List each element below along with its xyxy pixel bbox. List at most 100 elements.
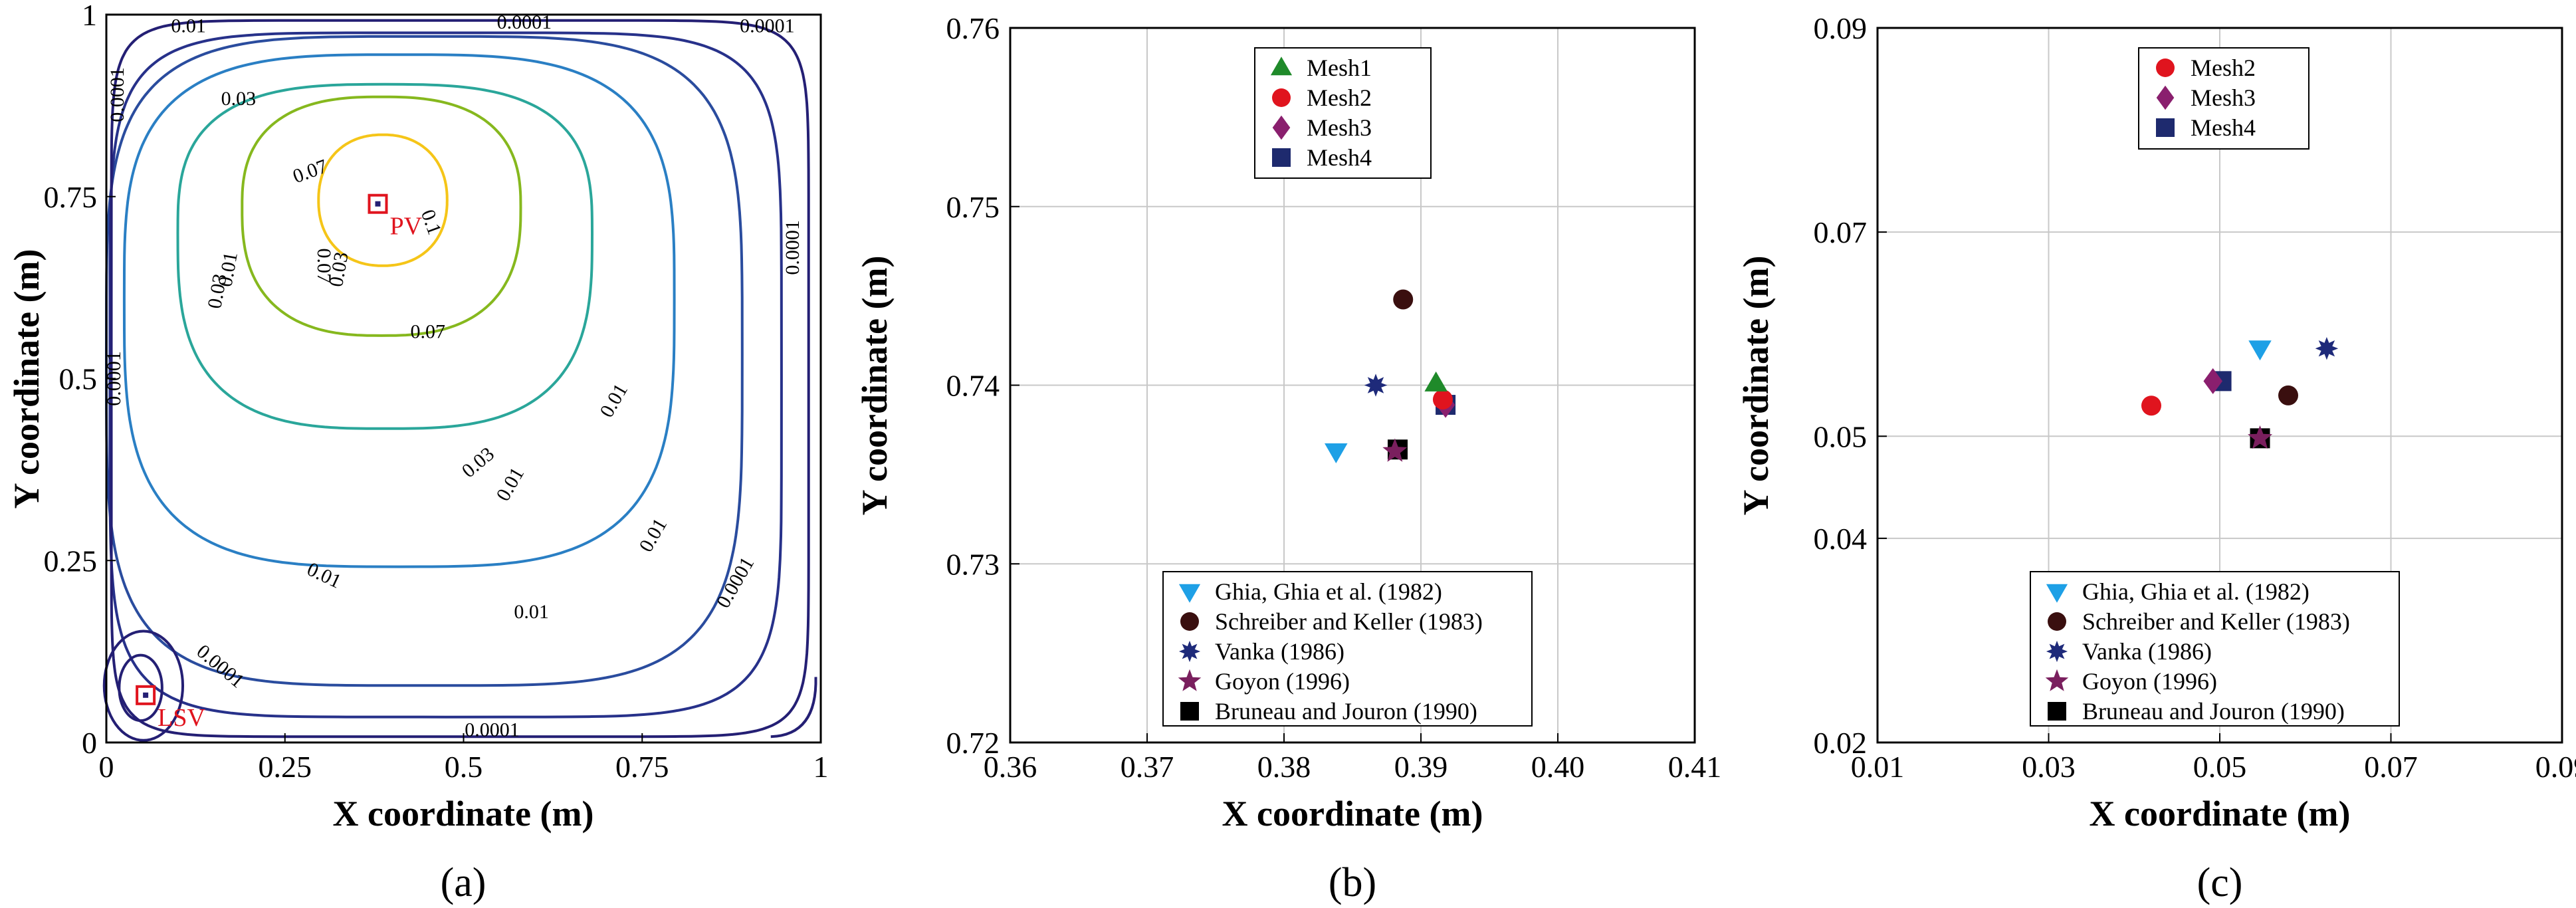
y-tick-label: 0.73 bbox=[946, 547, 1000, 581]
legend-box bbox=[2030, 571, 2400, 727]
legend-entry: Ghia, Ghia et al. (1982) bbox=[2082, 578, 2309, 605]
legend-entry: Vanka (1986) bbox=[1215, 638, 1344, 665]
x-axis-label: X coordinate (m) bbox=[333, 794, 594, 834]
legend-marker bbox=[1180, 612, 1199, 631]
data-point-schreiber-and-keller-1983 bbox=[1393, 289, 1414, 310]
contour-line bbox=[317, 133, 449, 267]
contour-lines bbox=[102, 19, 817, 742]
y-tick-label: 0.02 bbox=[1814, 726, 1868, 760]
contour-label: 0.01 bbox=[171, 15, 206, 37]
contour-label: 0.0001 bbox=[740, 15, 795, 37]
panel-caption-c: (c) bbox=[2197, 860, 2243, 905]
x-axis-label: X coordinate (m) bbox=[1222, 794, 1483, 834]
secondary-vortex-contour bbox=[102, 629, 185, 742]
contour-label: 0.01 bbox=[514, 601, 549, 623]
vortex-marker-centre bbox=[375, 201, 381, 207]
plot-frame bbox=[105, 13, 822, 744]
legend-marker bbox=[2046, 640, 2068, 663]
vortex-markers: PV LSV bbox=[136, 193, 423, 732]
plot-frame bbox=[1009, 27, 1696, 744]
contour-label: 0.01 bbox=[635, 514, 671, 556]
secondary-vortex-contour bbox=[118, 653, 163, 723]
contour-label: 0.0001 bbox=[782, 220, 804, 275]
legend-marker bbox=[2156, 118, 2175, 137]
legend-marker bbox=[2046, 584, 2068, 603]
legend-entry: Mesh3 bbox=[1307, 114, 1372, 141]
x-tick-label: 0.05 bbox=[2193, 750, 2247, 784]
legend-entry: Mesh3 bbox=[2191, 84, 2256, 111]
x-axis-label: X coordinate (m) bbox=[2090, 794, 2351, 834]
legend-entry: Schreiber and Keller (1983) bbox=[2082, 608, 2350, 635]
legend-meshes: Mesh1 Mesh2 Mesh3 Mesh4 bbox=[1254, 47, 1432, 179]
legend-marker bbox=[1272, 115, 1291, 140]
data-point-goyon-1996 bbox=[1382, 438, 1408, 462]
vortex-marker-box bbox=[136, 685, 156, 705]
data-points bbox=[2141, 337, 2339, 449]
legend-entry: Mesh2 bbox=[2191, 55, 2256, 81]
contour-label: 0.01 bbox=[595, 380, 632, 421]
x-tick-label: 0.09 bbox=[2535, 750, 2576, 784]
y-tick-label: 0.75 bbox=[44, 180, 98, 214]
x-tick-label: 0.03 bbox=[2022, 750, 2076, 784]
legend-marker bbox=[1178, 669, 1202, 691]
legend-marker bbox=[2156, 85, 2175, 110]
contour-label: 0.03 bbox=[458, 443, 498, 482]
vortex-marker-label: LSV bbox=[158, 704, 205, 732]
vortex-marker-centre bbox=[143, 692, 149, 698]
y-tick-label: 0.09 bbox=[1814, 11, 1868, 45]
legend-marker bbox=[1178, 584, 1201, 603]
legend-entry: Bruneau and Jouron (1990) bbox=[1215, 698, 1477, 725]
y-tick-label: 0.75 bbox=[946, 190, 1000, 224]
contour-plot-panel: 0.010.030.070.070.10.070.030.010.010.010… bbox=[7, 0, 829, 905]
contour-label: 0.01 bbox=[492, 464, 528, 505]
y-axis-label: Y coordinate (m) bbox=[855, 256, 895, 516]
y-tick-label: 0.72 bbox=[946, 726, 1000, 760]
data-point-mesh2 bbox=[1432, 390, 1453, 409]
x-tick-label: 0.37 bbox=[1121, 750, 1174, 784]
data-point-mesh1 bbox=[1424, 371, 1448, 392]
legend-entry: Mesh1 bbox=[1307, 55, 1372, 81]
data-point-mesh3 bbox=[2203, 368, 2222, 394]
contour-line bbox=[110, 19, 810, 738]
data-point-goyon-1996 bbox=[2248, 425, 2273, 449]
legend-entry: Ghia, Ghia et al. (1982) bbox=[1215, 578, 1442, 605]
y-tick-label: 0.04 bbox=[1814, 522, 1868, 556]
y-tick-label: 0.25 bbox=[44, 544, 98, 578]
x-tick-label: 1 bbox=[813, 750, 829, 784]
legend-marker bbox=[2048, 702, 2066, 721]
scatter-plot-panel-c: 0.01 0.03 0.05 0.07 0.09 0.02 0.04 0.05 0.07 0.09… bbox=[1736, 11, 2576, 905]
y-tick-label: 0.74 bbox=[946, 369, 1000, 403]
y-tick-label: 0.5 bbox=[59, 362, 98, 396]
data-point-ghia-ghia-et-al-1982 bbox=[2248, 340, 2272, 361]
data-point-mesh2 bbox=[2141, 396, 2161, 416]
contour-label: 0.03 bbox=[221, 88, 257, 110]
legend-references: Ghia, Ghia et al. (1982) Schreiber and Ke… bbox=[1162, 571, 1533, 727]
data-point-schreiber-and-keller-1983 bbox=[2278, 385, 2298, 405]
axis-ticks: 00 0.25 0.25 0.5 0.5 0.75 0.75 1 1 bbox=[44, 0, 829, 784]
legend-marker bbox=[1272, 148, 1291, 167]
y-tick-label: 0.05 bbox=[1814, 419, 1868, 453]
x-tick-label: 0.01 bbox=[1851, 750, 1905, 784]
panel-caption-b: (b) bbox=[1329, 860, 1376, 905]
x-tick-label: 0.5 bbox=[445, 750, 483, 784]
y-axis-label: Y coordinate (m) bbox=[7, 249, 47, 509]
contour-label: 0.01 bbox=[304, 558, 345, 593]
contour-label: 0.07 bbox=[290, 155, 330, 187]
x-tick-label: 0.25 bbox=[259, 750, 312, 784]
data-point-ghia-ghia-et-al-1982 bbox=[1325, 443, 1348, 463]
y-tick-label: 1 bbox=[82, 0, 97, 32]
legend-marker bbox=[1270, 57, 1293, 76]
data-points bbox=[1325, 289, 1456, 463]
contour-label: 0.0001 bbox=[106, 67, 128, 122]
y-tick-label: 0.76 bbox=[946, 11, 1000, 45]
x-tick-label: 0.36 bbox=[984, 750, 1037, 784]
y-tick-label: 0.07 bbox=[1814, 215, 1868, 249]
legend-marker bbox=[1180, 702, 1199, 721]
legend-entry: Mesh2 bbox=[1307, 84, 1372, 111]
x-tick-label: 0.75 bbox=[615, 750, 669, 784]
legend-entry: Mesh4 bbox=[1307, 144, 1372, 171]
contour-line bbox=[176, 82, 594, 430]
vortex-marker-box bbox=[368, 193, 388, 214]
axis-ticks: 0.01 0.03 0.05 0.07 0.09 0.02 0.04 0.05 0.07 0.09 bbox=[1814, 11, 2576, 784]
x-tick-label: 0.40 bbox=[1531, 750, 1585, 784]
